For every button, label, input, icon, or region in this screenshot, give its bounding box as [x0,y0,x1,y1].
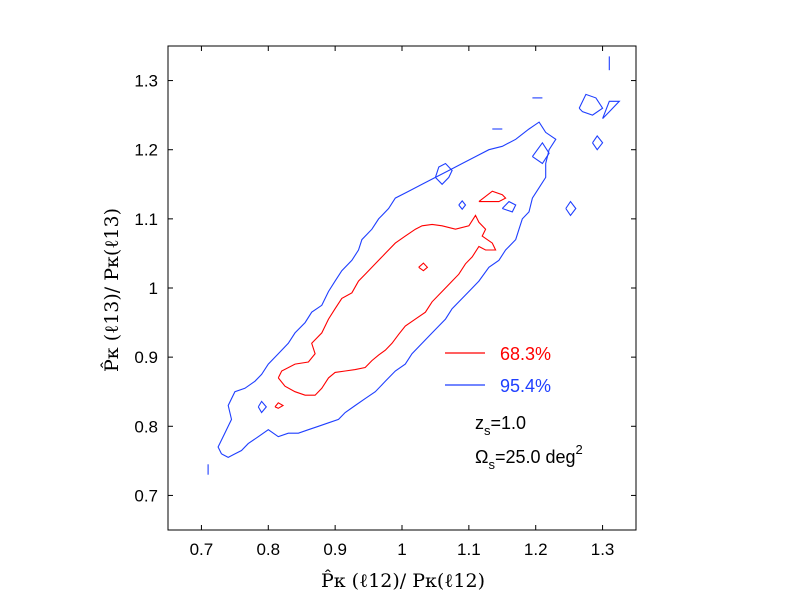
y-tick-label: 0.9 [134,348,158,367]
contour-95-6 [565,200,577,217]
annotation-survey-area: Ωs=25.0 deg2 [475,442,583,472]
y-tick-label: 0.8 [134,417,158,436]
annotation-omega-value: =25.0 deg [495,447,576,467]
contour-95-1 [257,400,268,414]
legend-label-68: 68.3% [500,344,551,364]
y-tick-label: 1.3 [134,72,158,91]
annotation-omega-symbol: Ω [475,447,488,467]
annotation-z-symbol: z [475,413,484,433]
contour-95-9 [602,100,621,119]
x-tick-label: 1.2 [524,540,548,559]
annotation-omega-superscript: 2 [576,442,583,457]
x-tick-label: 1.1 [457,540,481,559]
x-tick-label: 1 [397,540,406,559]
x-tick-label: 0.8 [256,540,280,559]
contour-68-3 [478,190,507,203]
legend-label-95: 95.4% [500,376,551,396]
annotation-omega-subscript: s [488,457,495,472]
contour-95-7 [592,134,604,151]
legend: 68.3% 95.4% [445,344,551,396]
y-tick-label: 0.7 [134,486,158,505]
x-tick-label: 0.7 [190,540,214,559]
x-axis-label: P̂κ (ℓ12)/ Pκ(ℓ12) [321,570,485,592]
annotation-source-redshift: zs=1.0 [475,413,526,438]
contour-lines [207,56,621,475]
contour-95-8 [578,93,604,116]
contour-95-2 [434,162,453,186]
annotation-z-value: =1.0 [491,413,527,433]
contour-95-4 [501,200,517,213]
contour-68-0 [277,214,497,396]
y-tick-label: 1.2 [134,141,158,160]
y-tick-label: 1.1 [134,210,158,229]
contour-68-2 [418,262,429,272]
annotation-z-subscript: s [484,423,491,438]
contour-95-5 [531,141,550,165]
contour-95-0 [217,121,557,459]
x-tick-label: 1.3 [591,540,615,559]
axis-ticks [168,46,636,530]
axis-tick-labels: 0.7 0.8 0.9 1 1.1 1.2 1.3 0.7 0.8 0.9 1 1.1 1.2 1.3 [134,72,614,559]
y-tick-label: 1 [149,279,158,298]
contour-68-1 [274,402,285,409]
contour-95-3 [458,200,467,211]
x-tick-label: 0.9 [323,540,347,559]
y-axis-label: P̂κ (ℓ13)/ Pκ(ℓ13) [101,208,123,372]
